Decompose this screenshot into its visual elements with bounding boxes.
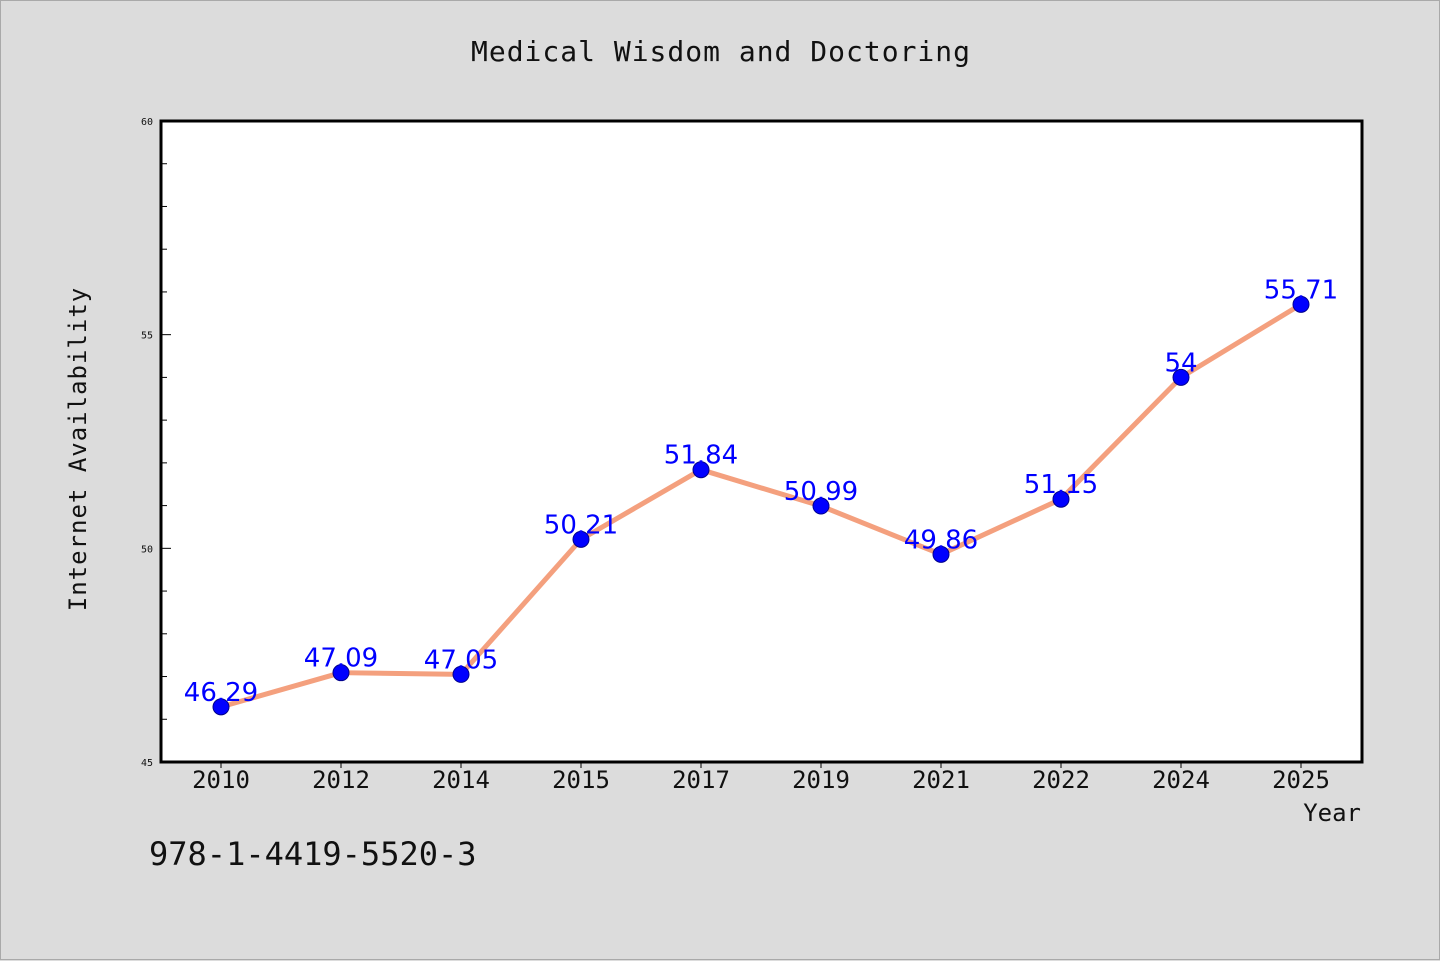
- data-point: [452, 665, 470, 683]
- data-label: 51.15: [1024, 470, 1098, 500]
- data-point: [332, 664, 350, 682]
- x-tick-label: 2017: [672, 766, 730, 794]
- data-point: [932, 545, 950, 563]
- x-tick-label: 2014: [432, 766, 490, 794]
- x-tick-label: 2012: [312, 766, 370, 794]
- data-label: 47.05: [424, 645, 498, 675]
- data-point: [812, 497, 830, 515]
- y-tick-label: 60: [141, 117, 153, 128]
- data-label: 55.71: [1264, 275, 1338, 305]
- y-tick-label: 55: [141, 331, 153, 342]
- tick-group: 45 50 55 60 2010 2012 2014 2015 2017 2019 2021 2022…: [141, 117, 1330, 794]
- x-tick-label: 2015: [552, 766, 610, 794]
- x-tick-label: 2025: [1272, 766, 1330, 794]
- chart-title: Medical Wisdom and Doctoring: [470, 35, 971, 68]
- data-label: 49.86: [904, 525, 978, 555]
- data-point: [1292, 295, 1310, 313]
- y-tick-label: 50: [141, 544, 153, 555]
- x-tick-label: 2021: [912, 766, 970, 794]
- x-tick-label: 2024: [1152, 766, 1210, 794]
- x-tick-label: 2019: [792, 766, 850, 794]
- data-point: [572, 530, 590, 548]
- y-axis-label: Internet Availability: [64, 287, 92, 611]
- data-point: [692, 461, 710, 479]
- data-label: 51.84: [664, 441, 738, 471]
- data-label: 50.99: [784, 477, 858, 507]
- x-axis-label: Year: [1303, 799, 1361, 827]
- footer-code: 978-1-4419-5520-3: [149, 835, 477, 873]
- x-tick-label: 2022: [1032, 766, 1090, 794]
- data-label: 47.09: [304, 644, 378, 674]
- plot-area: [159, 119, 1364, 764]
- data-label: 50.21: [544, 510, 618, 540]
- x-tick-label: 2010: [192, 766, 250, 794]
- data-point: [1052, 490, 1070, 508]
- series-group: 46.29 47.09 47.05 50.21 51.84 50.99 49.86 51.15…: [184, 275, 1338, 716]
- series-line: [220, 302, 1303, 710]
- data-label: 54: [1164, 348, 1197, 378]
- data-point: [1172, 368, 1190, 386]
- data-point: [212, 698, 230, 716]
- y-tick-label: 45: [141, 758, 153, 769]
- data-label: 46.29: [184, 678, 258, 708]
